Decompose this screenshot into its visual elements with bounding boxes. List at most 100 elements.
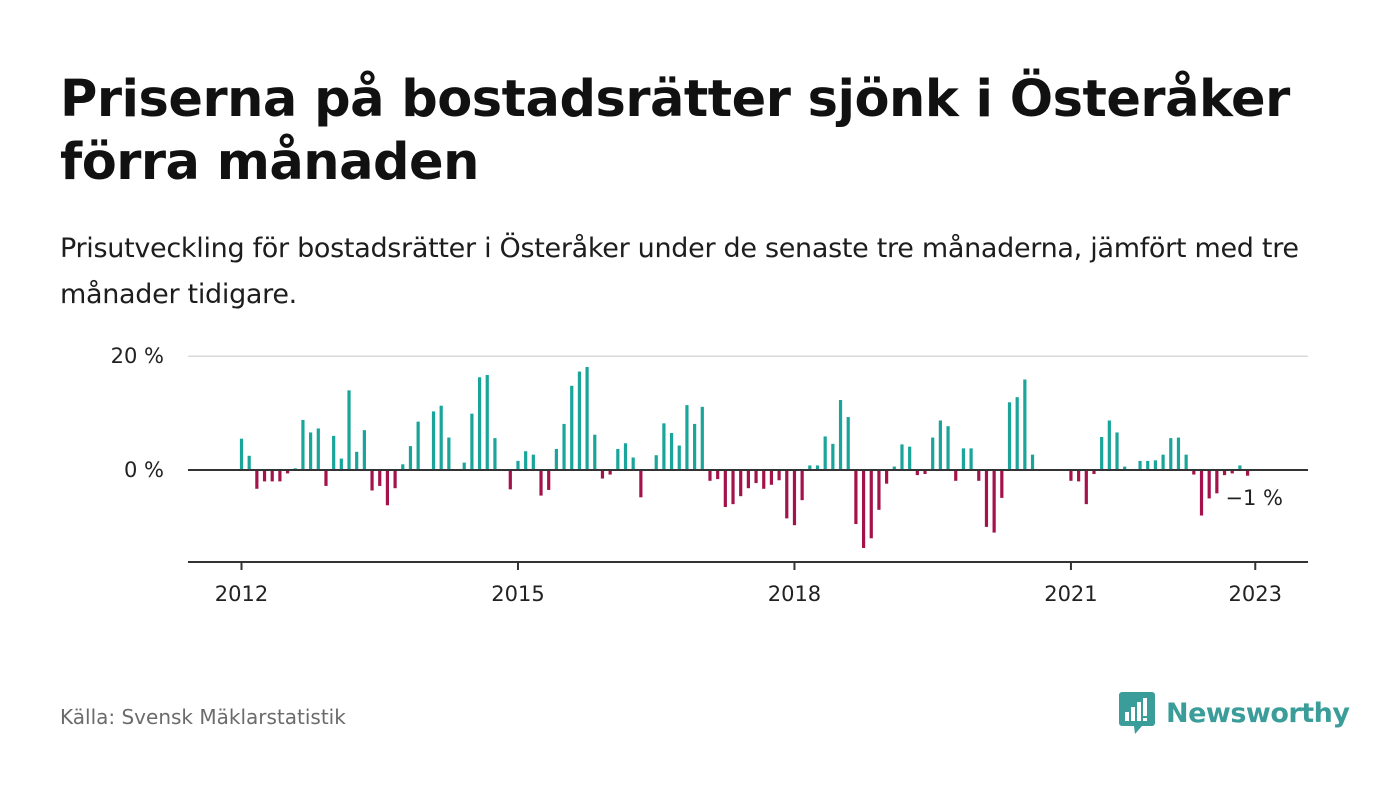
bar: [485, 374, 489, 470]
bar: [1123, 466, 1127, 470]
bar: [1146, 460, 1150, 470]
bar: [1115, 432, 1119, 470]
x-tick-label: 2018: [768, 582, 821, 606]
bar: [524, 451, 528, 470]
bar: [815, 465, 820, 470]
bar: [1107, 420, 1111, 470]
y-tick-label: 20 %: [111, 344, 164, 368]
x-tick-label: 2012: [215, 582, 268, 606]
bar: [1199, 470, 1204, 516]
bar: [1100, 436, 1104, 470]
y-tick-label: 0 %: [124, 458, 164, 482]
bar: [262, 470, 267, 482]
bar: [754, 470, 758, 484]
bar: [1207, 470, 1211, 499]
bar: [470, 413, 474, 470]
bar: [239, 438, 244, 470]
bar: [493, 438, 497, 470]
bar: [1245, 470, 1250, 476]
bar: [1222, 470, 1227, 476]
bar: [954, 470, 958, 481]
bar: [554, 448, 558, 470]
bar: [739, 470, 743, 497]
bar: [977, 470, 981, 481]
bar: [1138, 460, 1142, 470]
bar: [577, 371, 582, 470]
chart-title: Priserna på bostadsrätter sjönk i Österå…: [60, 70, 1290, 192]
bar: [355, 451, 359, 470]
bar: [608, 470, 612, 475]
bar-chart: 20 % 0 % 2012 2015 2018 2021 2023 −1 %: [111, 344, 1308, 606]
bar: [984, 470, 989, 527]
bar: [401, 464, 405, 470]
bar: [301, 419, 305, 470]
bar: [616, 448, 620, 470]
bar: [762, 470, 766, 489]
bar: [877, 470, 881, 510]
bar: [1023, 379, 1027, 470]
bar: [285, 470, 290, 474]
chart-subtitle: Prisutveckling för bostadsrätter i Öster…: [60, 233, 1299, 310]
bar: [1169, 438, 1173, 470]
bar: [915, 470, 919, 476]
x-tick-label: 2021: [1044, 582, 1097, 606]
bar: [1215, 470, 1219, 494]
bar: [892, 466, 896, 470]
bar: [831, 443, 835, 470]
bar: [746, 470, 750, 489]
bar: [992, 470, 996, 533]
bar: [769, 470, 774, 485]
bar: [393, 470, 397, 489]
bar: [1238, 465, 1242, 470]
bar: [723, 470, 727, 507]
bar: [693, 423, 697, 470]
bar: [516, 460, 520, 470]
bar: [938, 420, 942, 470]
bar: [416, 421, 420, 470]
bar: [669, 433, 674, 470]
bar: [623, 443, 628, 470]
bar: [969, 448, 973, 470]
bar: [462, 462, 466, 470]
newsworthy-logo-icon: [1119, 692, 1155, 734]
bar: [792, 470, 797, 526]
source-note: Källa: Svensk Mäklarstatistik: [60, 705, 346, 729]
bar: [385, 470, 390, 506]
bar: [255, 470, 259, 489]
bar: [854, 470, 858, 525]
bar: [278, 470, 282, 482]
bar: [869, 470, 873, 539]
bar: [339, 458, 343, 470]
bar: [562, 423, 566, 470]
bar: [324, 470, 328, 486]
bar: [1077, 470, 1081, 482]
bar: [838, 400, 843, 470]
bar: [639, 470, 643, 498]
bar: [716, 470, 720, 480]
bar: [600, 470, 605, 479]
bar: [1000, 470, 1004, 498]
bar: [316, 428, 320, 470]
bar: [593, 434, 597, 470]
bar: [270, 470, 274, 482]
bar: [332, 435, 336, 470]
bar: [1069, 470, 1073, 481]
bar: [1153, 460, 1158, 470]
bar: [777, 470, 781, 481]
bar: [861, 470, 866, 548]
bar: [347, 390, 351, 470]
bar: [800, 470, 804, 501]
bar: [531, 454, 535, 470]
x-tick-label: 2015: [491, 582, 544, 606]
bar: [1230, 470, 1234, 474]
bar: [1007, 402, 1012, 470]
bar: [900, 444, 904, 470]
bar: [1030, 454, 1035, 470]
bar: [823, 436, 827, 470]
bar: [1092, 470, 1096, 474]
bar: [1161, 454, 1165, 470]
bar: [247, 455, 251, 470]
newsworthy-brand[interactable]: Newsworthy: [1118, 690, 1350, 736]
bar: [1184, 454, 1188, 470]
bar: [631, 457, 635, 470]
